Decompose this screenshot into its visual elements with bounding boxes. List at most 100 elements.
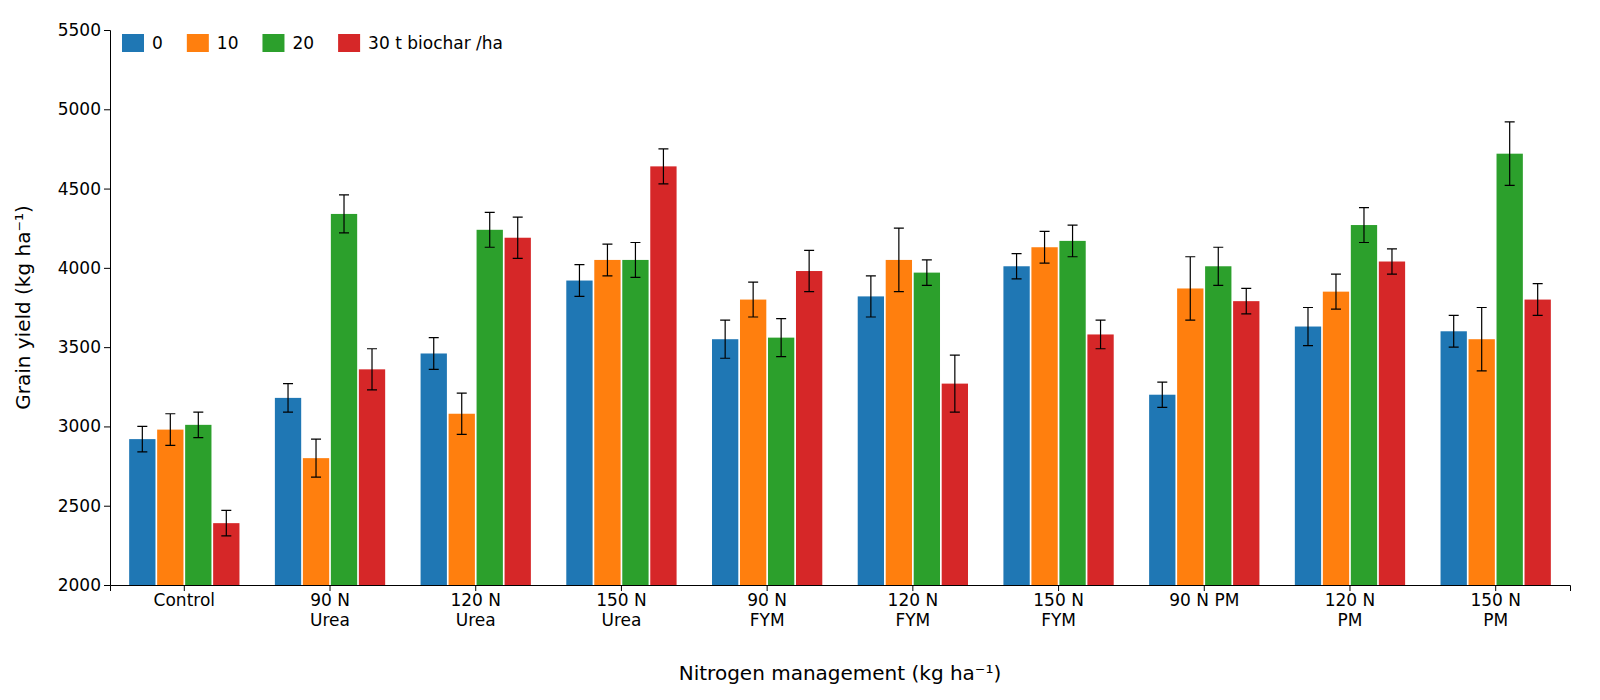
series [157, 228, 1495, 585]
x-tick: 90 NFYM [747, 585, 787, 630]
error-bar [367, 349, 377, 390]
y-tick-label: 3000 [58, 416, 101, 436]
bar [1233, 301, 1259, 585]
error-bar [193, 412, 203, 437]
x-tick-label-line: 90 N [747, 590, 787, 610]
y-tick-mark [104, 506, 110, 507]
x-tick-label: 120 NUrea [450, 590, 501, 630]
x-tick-label-line: Urea [310, 610, 350, 630]
x-tick: 120 NPM [1325, 585, 1376, 630]
bar [331, 214, 357, 585]
error-bar [776, 319, 786, 357]
y-tick-mark [104, 189, 110, 190]
bar [566, 281, 592, 585]
error-bar [1185, 257, 1195, 320]
error-bar [137, 426, 147, 451]
y-axis-line [104, 31, 111, 586]
y-tick: 4500 [58, 179, 110, 199]
error-bar [1505, 122, 1515, 185]
y-tick-label: 5000 [58, 99, 101, 119]
error-bar [1040, 231, 1050, 263]
error-bar [1303, 308, 1313, 346]
y-tick-label: 5500 [58, 20, 101, 40]
x-tick-label-line: Urea [601, 610, 641, 630]
error-bar [221, 510, 231, 535]
y-tick-mark [104, 347, 110, 348]
x-tick-label-line: 120 N [1325, 590, 1376, 610]
bar [914, 273, 940, 585]
bar [157, 430, 183, 585]
error-bar [630, 242, 640, 277]
error-bar [866, 276, 876, 317]
y-tick: 5500 [58, 20, 110, 40]
bar [796, 271, 822, 585]
error-bar [1096, 320, 1106, 349]
series [213, 149, 1551, 585]
bar [1031, 247, 1057, 585]
x-tick-label-line: 120 N [888, 590, 939, 610]
y-tick: 2500 [58, 496, 110, 516]
bar [1003, 266, 1029, 585]
error-bar [1533, 284, 1543, 316]
bar [477, 230, 503, 585]
legend-label: 30 t biochar /ha [368, 33, 503, 53]
bar [1087, 334, 1113, 585]
error-bar [658, 149, 668, 184]
bar [505, 238, 531, 585]
bar [1323, 292, 1349, 585]
error-bar [720, 320, 730, 358]
error-bar [485, 212, 495, 247]
error-bar [1213, 247, 1223, 285]
plot: 20002500300035004000450050005500Control9… [11, 20, 1571, 685]
bar [650, 166, 676, 585]
bar [1379, 262, 1405, 585]
bar [1525, 300, 1551, 585]
error-bar [1449, 315, 1459, 347]
x-tick-label-line: 120 N [450, 590, 501, 610]
x-tick-label: Control [154, 590, 215, 610]
error-bar [429, 338, 439, 370]
error-bar [339, 195, 349, 233]
x-tick-label-line: 90 N PM [1169, 590, 1239, 610]
y-tick-mark [104, 109, 110, 110]
y-axis: 20002500300035004000450050005500 [58, 20, 111, 595]
y-tick: 4000 [58, 258, 110, 278]
x-tick-label-line: 90 N [310, 590, 350, 610]
error-bar [748, 282, 758, 317]
error-bar [1387, 249, 1397, 274]
legend-swatch [187, 34, 209, 52]
error-bar [922, 260, 932, 285]
error-bar [1477, 308, 1487, 371]
x-tick-label-line: PM [1483, 610, 1508, 630]
error-bar [165, 414, 175, 446]
x-tick-label: 150 NUrea [596, 590, 647, 630]
x-tick: Control [154, 585, 215, 610]
legend-item: 20 [262, 33, 314, 53]
series [185, 122, 1523, 585]
bar [1205, 266, 1231, 585]
x-tick-label-line: 150 N [1033, 590, 1084, 610]
y-tick-mark [104, 268, 110, 269]
bar [1177, 288, 1203, 585]
error-bar [602, 244, 612, 276]
bar [622, 260, 648, 585]
x-tick-label: 90 NFYM [747, 590, 787, 630]
legend: 0102030 t biochar /ha [122, 33, 503, 53]
bar [1351, 225, 1377, 585]
x-tick: 90 N PM [1169, 585, 1239, 610]
x-tick-label-line: Control [154, 590, 215, 610]
y-tick-label: 4000 [58, 258, 101, 278]
error-bar [1068, 225, 1078, 257]
x-tick-label-line: FYM [895, 610, 930, 630]
legend-label: 0 [152, 33, 163, 53]
error-bar [1359, 208, 1369, 243]
y-tick-label: 4500 [58, 179, 101, 199]
y-axis-title: Grain yield (kg ha⁻¹) [11, 205, 35, 410]
error-bar [513, 217, 523, 258]
series [129, 254, 1467, 585]
chart: 20002500300035004000450050005500Control9… [0, 0, 1600, 700]
x-tick: 150 NPM [1470, 585, 1521, 630]
error-bar [1241, 288, 1251, 313]
legend-item: 0 [122, 33, 163, 53]
y-tick: 2000 [58, 575, 110, 595]
